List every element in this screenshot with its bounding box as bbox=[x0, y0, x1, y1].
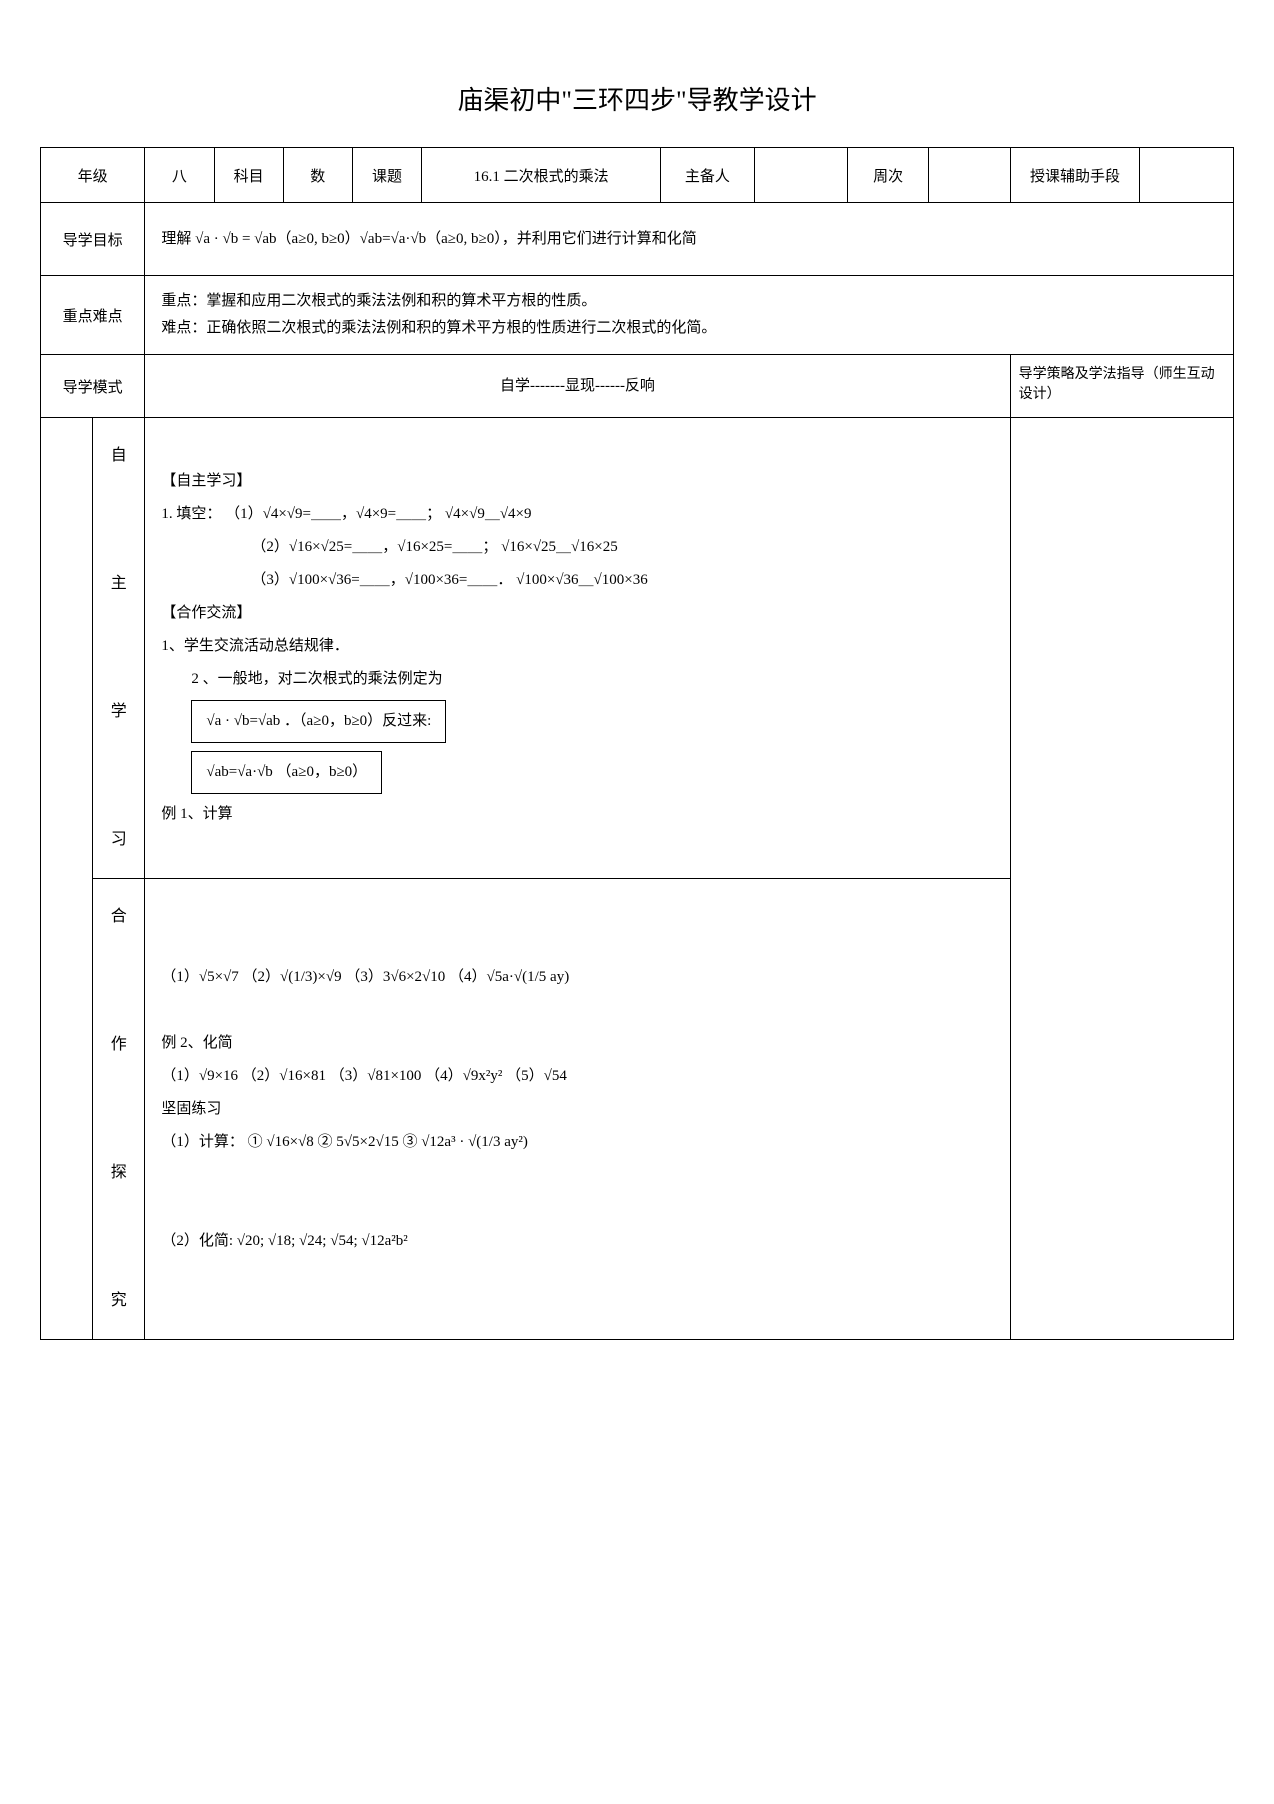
outer-spacer bbox=[41, 418, 93, 1340]
keypoint-line1: 重点：掌握和应用二次根式的乘法法例和积的算术平方根的性质。 bbox=[161, 293, 596, 309]
side2-char-1: 合 bbox=[111, 908, 127, 925]
subject-label: 科目 bbox=[214, 148, 283, 203]
self-study-content: 【自主学习】 1. 填空： （1）√4×√9=＿＿，√4×9=＿＿； √4×√9… bbox=[145, 418, 1010, 879]
week-value bbox=[929, 148, 1010, 203]
fill-3: （3）√100×√36=＿＿，√100×36=＿＿． √100×√36＿√100… bbox=[251, 564, 993, 597]
ex2-label: 例 2、化简 bbox=[161, 1035, 232, 1051]
subject-value: 数 bbox=[283, 148, 352, 203]
grade-value: 八 bbox=[145, 148, 214, 203]
aid-value bbox=[1140, 148, 1234, 203]
goal-label: 导学目标 bbox=[41, 203, 145, 276]
topic-value: 16.1 二次根式的乘法 bbox=[422, 148, 661, 203]
lesson-plan-table: 年级 八 科目 数 课题 16.1 二次根式的乘法 主备人 周次 授课辅助手段 … bbox=[40, 147, 1234, 1340]
mode-row: 导学模式 自学-------显现------反响 导学策略及学法指导（师生互动设… bbox=[41, 355, 1234, 418]
self-study-side: 自 主 学 习 bbox=[93, 418, 145, 879]
goal-row: 导学目标 理解 √a · √b = √ab（a≥0, b≥0）√ab=√a·√b… bbox=[41, 203, 1234, 276]
cooperate-content: （1）√5×√7 （2）√(1/3)×√9 （3）3√6×2√10 （4）√5a… bbox=[145, 879, 1010, 1340]
fill-1: （1）√4×√9=＿＿，√4×9=＿＿； √4×√9＿√4×9 bbox=[225, 506, 531, 522]
side2-char-2: 作 bbox=[111, 1036, 127, 1053]
preparer-label: 主备人 bbox=[661, 148, 754, 203]
side-char-1: 自 bbox=[111, 447, 127, 464]
header-row: 年级 八 科目 数 课题 16.1 二次根式的乘法 主备人 周次 授课辅助手段 bbox=[41, 148, 1234, 203]
side-char-4: 习 bbox=[111, 831, 127, 848]
rule-2: 2 、一般地，对二次根式的乘法例定为 bbox=[191, 663, 993, 696]
goal-text: 理解 √a · √b = √ab（a≥0, b≥0）√ab=√a·√b（a≥0,… bbox=[145, 203, 1234, 276]
practice-2: （2）化简: √20; √18; √24; √54; √12a²b² bbox=[161, 1233, 407, 1249]
side2-char-3: 探 bbox=[111, 1164, 127, 1181]
side2-char-4: 究 bbox=[111, 1292, 127, 1309]
formula-box-1: √a · √b=√ab ．（a≥0，b≥0）反过来: bbox=[191, 700, 446, 743]
mode-label: 导学模式 bbox=[41, 355, 145, 418]
side-char-3: 学 bbox=[111, 703, 127, 720]
ex1-label: 例 1、计算 bbox=[161, 806, 232, 822]
page-title: 庙渠初中"三环四步"导教学设计 bbox=[40, 80, 1234, 117]
ex1-items: （1）√5×√7 （2）√(1/3)×√9 （3）3√6×2√10 （4）√5a… bbox=[161, 969, 569, 985]
rule-1: 1、学生交流活动总结规律． bbox=[161, 638, 349, 654]
self-study-row: 自 主 学 习 【自主学习】 1. 填空： （1）√4×√9=＿＿，√4×9=＿… bbox=[41, 418, 1234, 879]
week-label: 周次 bbox=[847, 148, 928, 203]
mode-right-label: 导学策略及学法指导（师生互动设计） bbox=[1010, 355, 1233, 418]
keypoint-label: 重点难点 bbox=[41, 276, 145, 355]
topic-label: 课题 bbox=[352, 148, 421, 203]
grade-label: 年级 bbox=[41, 148, 145, 203]
practice-1: （1）计算： ① √16×√8 ② 5√5×2√15 ③ √12a³ · √(1… bbox=[161, 1134, 528, 1150]
formula-box-2: √ab=√a·√b （a≥0，b≥0） bbox=[191, 751, 382, 794]
self-study-h1: 【自主学习】 bbox=[161, 473, 251, 489]
side-char-2: 主 bbox=[111, 575, 127, 592]
mode-text: 自学-------显现------反响 bbox=[145, 355, 1010, 418]
self-study-h2: 【合作交流】 bbox=[161, 605, 251, 621]
aid-label: 授课辅助手段 bbox=[1010, 148, 1140, 203]
keypoint-row: 重点难点 重点：掌握和应用二次根式的乘法法例和积的算术平方根的性质。 难点：正确… bbox=[41, 276, 1234, 355]
right-notes bbox=[1010, 418, 1233, 1340]
cooperate-side: 合 作 探 究 bbox=[93, 879, 145, 1340]
keypoint-line2: 难点：正确依照二次根式的乘法法例和积的算术平方根的性质进行二次根式的化简。 bbox=[161, 320, 716, 336]
ex2-items: （1）√9×16 （2）√16×81 （3）√81×100 （4）√9x²y² … bbox=[161, 1068, 567, 1084]
practice-label: 坚固练习 bbox=[161, 1101, 221, 1117]
fill-label: 1. 填空： bbox=[161, 506, 221, 522]
preparer-value bbox=[754, 148, 847, 203]
fill-2: （2）√16×√25=＿＿，√16×25=＿＿； √16×√25＿√16×25 bbox=[251, 531, 993, 564]
keypoint-content: 重点：掌握和应用二次根式的乘法法例和积的算术平方根的性质。 难点：正确依照二次根… bbox=[145, 276, 1234, 355]
